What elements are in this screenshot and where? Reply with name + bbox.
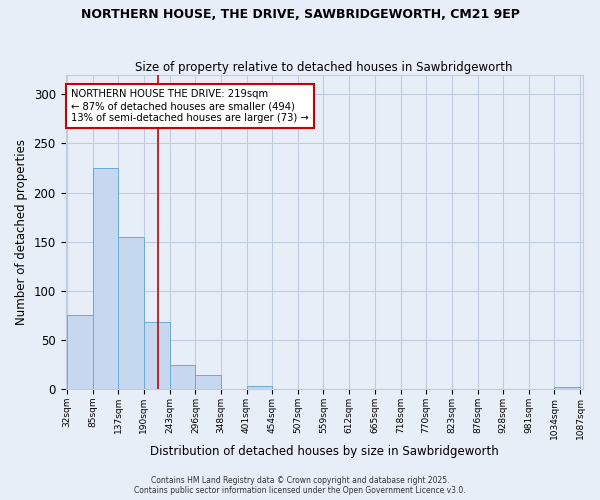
Text: Contains HM Land Registry data © Crown copyright and database right 2025.
Contai: Contains HM Land Registry data © Crown c… — [134, 476, 466, 495]
Text: NORTHERN HOUSE, THE DRIVE, SAWBRIDGEWORTH, CM21 9EP: NORTHERN HOUSE, THE DRIVE, SAWBRIDGEWORT… — [80, 8, 520, 20]
X-axis label: Distribution of detached houses by size in Sawbridgeworth: Distribution of detached houses by size … — [150, 444, 499, 458]
Bar — [93, 168, 118, 389]
Y-axis label: Number of detached properties: Number of detached properties — [15, 139, 28, 325]
Bar — [247, 386, 272, 389]
Bar — [554, 387, 580, 389]
Text: NORTHERN HOUSE THE DRIVE: 219sqm
← 87% of detached houses are smaller (494)
13% : NORTHERN HOUSE THE DRIVE: 219sqm ← 87% o… — [71, 90, 308, 122]
Bar — [196, 376, 221, 389]
Bar — [144, 322, 170, 389]
Bar — [118, 237, 144, 389]
Bar — [67, 316, 93, 389]
Title: Size of property relative to detached houses in Sawbridgeworth: Size of property relative to detached ho… — [136, 60, 513, 74]
Bar — [170, 364, 196, 389]
